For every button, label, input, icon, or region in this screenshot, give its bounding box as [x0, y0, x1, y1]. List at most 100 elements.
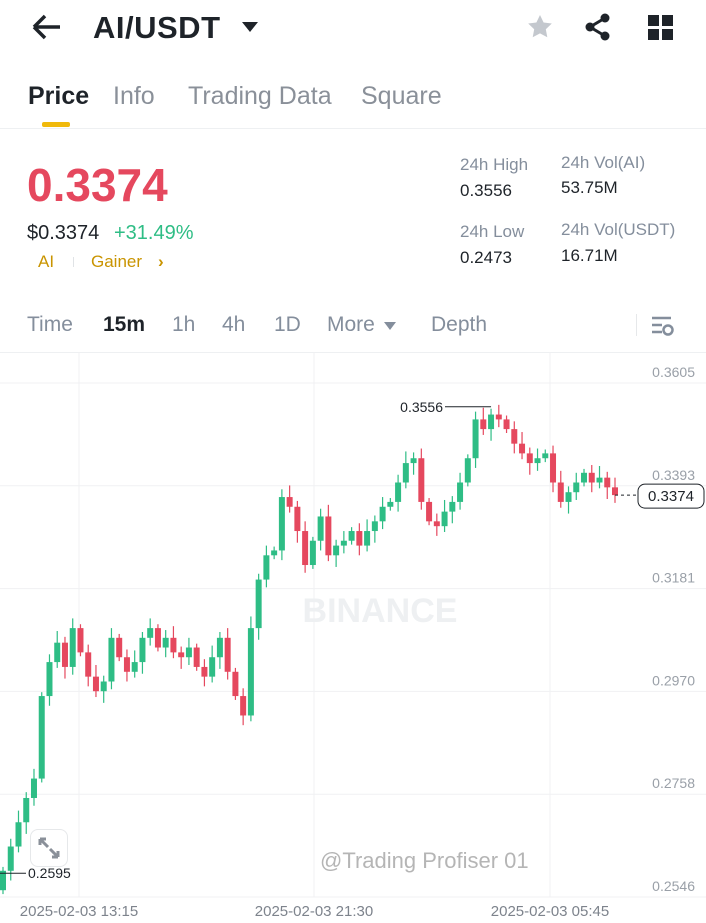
pair-title[interactable]: AI/USDT	[93, 10, 221, 45]
candle-body	[379, 506, 386, 522]
star-icon[interactable]	[526, 13, 554, 41]
candle-body	[247, 628, 254, 716]
candle-body	[612, 487, 618, 496]
fullscreen-button[interactable]	[30, 829, 68, 867]
y-tick-label: 0.3605	[652, 364, 695, 380]
share-icon[interactable]	[583, 12, 613, 42]
tab-info[interactable]: Info	[113, 82, 155, 110]
tab-square[interactable]: Square	[361, 82, 442, 110]
x-tick-label: 2025-02-03 21:30	[255, 903, 373, 920]
chart-settings-icon[interactable]	[651, 315, 675, 337]
y-tick-label: 0.2970	[652, 672, 695, 688]
tab-price[interactable]: Price	[28, 82, 90, 110]
caret-down-icon[interactable]	[240, 20, 260, 34]
candle-body	[278, 497, 285, 551]
candle-body	[131, 662, 138, 672]
tag-ai[interactable]: AI	[38, 252, 55, 271]
candle-body	[0, 870, 6, 891]
back-button[interactable]	[30, 12, 62, 47]
candle-body	[170, 637, 177, 653]
y-tick-label: 0.2758	[652, 775, 695, 791]
candle-body	[69, 628, 76, 667]
candle-body	[185, 647, 192, 658]
candle-body	[232, 671, 239, 697]
last-price-label: 0.3374	[648, 488, 694, 505]
interval-4h[interactable]: 4h	[222, 313, 246, 336]
candle-body	[154, 628, 161, 648]
low-marker-label: 0.2595	[28, 865, 71, 881]
candle-body	[488, 414, 495, 430]
candlestick-chart[interactable]: 0.3605 0.3393 0.3181 0.2970 0.2758 0.2546 2025…	[0, 352, 706, 923]
candle-body	[92, 676, 99, 692]
candle-body	[526, 453, 533, 464]
candle-body	[550, 453, 557, 483]
candle-body	[441, 511, 448, 527]
interval-1d[interactable]: 1D	[274, 313, 301, 336]
candle-body	[503, 419, 510, 430]
candle-body	[240, 696, 247, 716]
high-marker-label: 0.3556	[400, 399, 443, 415]
low-value: 0.2473	[460, 248, 512, 267]
candle-body	[325, 516, 332, 556]
candle-body	[23, 797, 30, 823]
active-tab-indicator	[42, 122, 70, 127]
candle-body	[46, 662, 53, 697]
y-tick-label: 0.3181	[652, 570, 695, 586]
candle-body	[364, 531, 371, 546]
candle-body	[15, 822, 22, 847]
depth-tab[interactable]: Depth	[431, 313, 488, 336]
expand-icon	[38, 837, 60, 859]
vol-usdt-value: 16.71M	[561, 246, 618, 265]
candle-body	[54, 642, 61, 663]
candle-body	[588, 472, 595, 483]
x-tick-label: 2025-02-03 05:45	[491, 903, 609, 920]
change-percent: +31.49%	[114, 222, 194, 244]
candle-body	[426, 501, 433, 522]
x-tick-label: 2025-02-03 13:15	[20, 903, 138, 920]
candle-body	[216, 637, 223, 658]
divider	[636, 314, 637, 336]
low-label: 24h Low	[460, 222, 525, 241]
candle-body	[162, 637, 169, 648]
candle-body	[395, 482, 402, 502]
y-tick-label: 0.3393	[652, 467, 695, 483]
candle-body	[77, 628, 84, 653]
tag-gainer[interactable]: Gainer	[91, 252, 143, 271]
last-price: 0.3374	[27, 159, 168, 211]
candle-body	[402, 463, 409, 483]
interval-15m[interactable]: 15m	[103, 313, 146, 336]
grid-icon[interactable]	[648, 15, 674, 41]
candle-body	[449, 501, 456, 512]
candle-body	[457, 482, 464, 502]
candle-body	[317, 516, 324, 541]
candle-body	[178, 652, 185, 658]
candle-body	[309, 540, 316, 566]
candle-body	[340, 540, 347, 546]
interval-time[interactable]: Time	[27, 313, 73, 336]
last-price-box	[637, 483, 705, 509]
candle-body	[348, 531, 355, 541]
candle-body	[100, 681, 107, 692]
interval-more[interactable]: More	[327, 313, 375, 336]
candle-body	[108, 637, 115, 682]
vol-usdt-label: 24h Vol(USDT)	[561, 220, 676, 239]
candle-body	[139, 637, 146, 663]
candle-body	[263, 555, 270, 580]
tab-trading-data[interactable]: Trading Data	[188, 82, 332, 110]
candle-body	[511, 429, 518, 444]
candle-body	[61, 642, 68, 667]
tag-separator	[73, 257, 74, 267]
candle-body	[604, 477, 611, 488]
candle-body	[371, 521, 378, 532]
candle-body	[302, 531, 309, 566]
candle-body	[480, 419, 487, 430]
candle-body	[565, 492, 572, 502]
candle-body	[573, 482, 580, 493]
candle-body	[387, 501, 394, 507]
candle-body	[209, 657, 216, 677]
candle-body	[85, 652, 92, 677]
candle-body	[542, 453, 549, 459]
chevron-right-icon: ›	[158, 252, 164, 271]
high-label: 24h High	[460, 155, 529, 174]
interval-1h[interactable]: 1h	[172, 313, 196, 336]
